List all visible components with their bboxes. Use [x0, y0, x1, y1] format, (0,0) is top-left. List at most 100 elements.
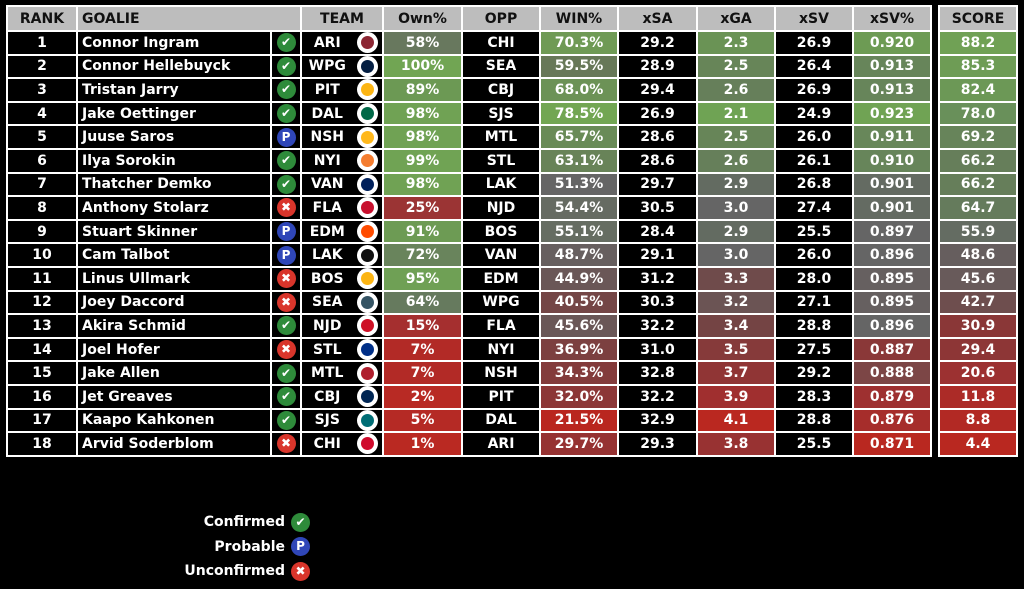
header-own[interactable]: Own% — [382, 5, 463, 32]
confirmed-status-icon: ✔ — [276, 316, 296, 336]
team-logo-cell — [352, 289, 384, 316]
table-row[interactable]: 4 Jake Oettinger ✔ DAL 98% SJS 78.5% 26.9 2.1 24.… — [6, 100, 932, 127]
xga-cell: 2.3 — [696, 30, 776, 56]
win-pct-cell: 44.9% — [539, 265, 619, 292]
opponent-cell: ARI — [461, 431, 541, 457]
xsv-pct-cell: 0.876 — [852, 407, 932, 434]
score-row[interactable]: 69.2 — [938, 124, 1018, 150]
goalie-name: Arvid Soderblom — [76, 431, 272, 457]
header-goalie[interactable]: GOALIE — [76, 5, 302, 32]
xsv-pct-cell: 0.879 — [852, 383, 932, 410]
table-row[interactable]: 2 Connor Hellebuyck ✔ WPG 100% SEA 59.5% 28.9 2.… — [6, 53, 932, 80]
score-row[interactable]: 66.2 — [938, 147, 1018, 174]
rank-cell: 15 — [6, 360, 78, 386]
team-logo-mark — [361, 59, 375, 73]
status-cell: ✔ — [270, 407, 302, 434]
header-xga[interactable]: xGA — [696, 5, 776, 32]
status-cell: ✔ — [270, 77, 302, 103]
xga-cell: 2.6 — [696, 147, 776, 174]
rank-cell: 18 — [6, 431, 78, 457]
xsa-cell: 28.6 — [617, 124, 698, 150]
table-row[interactable]: 16 Jet Greaves ✔ CBJ 2% PIT 32.0% 32.2 3.9 28.3 0.… — [6, 383, 932, 410]
xsv-pct-cell: 0.888 — [852, 360, 932, 386]
opponent-cell: CBJ — [461, 77, 541, 103]
unconfirmed-status-icon: ✖ — [276, 340, 296, 360]
opponent-cell: SEA — [461, 53, 541, 80]
team-logo-icon — [357, 80, 379, 100]
score-row[interactable]: 78.0 — [938, 100, 1018, 127]
table-row[interactable]: 12 Joey Daccord ✖ SEA 64% WPG 40.5% 30.3 3.2 27.1… — [6, 289, 932, 316]
goalie-name: Thatcher Demko — [76, 171, 272, 198]
header-score[interactable]: SCORE — [938, 5, 1018, 32]
confirmed-status-icon: ✔ — [291, 512, 310, 532]
table-row[interactable]: 3 Tristan Jarry ✔ PIT 89% CBJ 68.0% 29.4 2.6 26.9… — [6, 77, 932, 103]
xsa-cell: 28.9 — [617, 53, 698, 80]
header-team[interactable]: TEAM — [300, 5, 384, 32]
score-row[interactable]: 30.9 — [938, 313, 1018, 339]
score-row[interactable]: 88.2 — [938, 30, 1018, 56]
xsa-cell: 28.4 — [617, 218, 698, 245]
header-xsa[interactable]: xSA — [617, 5, 698, 32]
table-row[interactable]: 7 Thatcher Demko ✔ VAN 98% LAK 51.3% 29.7 2.9 26.… — [6, 171, 932, 198]
table-row[interactable]: 6 Ilya Sorokin ✔ NYI 99% STL 63.1% 28.6 2.6 26.1 0… — [6, 147, 932, 174]
win-pct-cell: 40.5% — [539, 289, 619, 316]
table-row[interactable]: 18 Arvid Soderblom ✖ CHI 1% ARI 29.7% 29.3 3.8 25… — [6, 431, 932, 457]
team-logo-mark — [361, 177, 375, 191]
opponent-cell: MTL — [461, 124, 541, 150]
table-row[interactable]: 15 Jake Allen ✔ MTL 7% NSH 34.3% 32.8 3.7 29.2 0.8… — [6, 360, 932, 386]
team-abbr: SEA — [300, 289, 354, 316]
team-logo-icon — [357, 434, 379, 454]
header-xsvp[interactable]: xSV% — [852, 5, 932, 32]
table-row[interactable]: 13 Akira Schmid ✔ NJD 15% FLA 45.6% 32.2 3.4 28.8… — [6, 313, 932, 339]
header-rank[interactable]: RANK — [6, 5, 78, 32]
score-cell: 85.3 — [938, 53, 1018, 80]
score-row[interactable]: 4.4 — [938, 431, 1018, 457]
team-abbr: WPG — [300, 53, 354, 80]
team-abbr: CHI — [300, 431, 354, 457]
score-cell: 42.7 — [938, 289, 1018, 316]
status-cell: ✔ — [270, 30, 302, 56]
xsv-pct-cell: 0.887 — [852, 336, 932, 363]
xsv-cell: 27.4 — [774, 195, 854, 221]
score-cell: 20.6 — [938, 360, 1018, 386]
score-row[interactable]: 11.8 — [938, 383, 1018, 410]
xsa-cell: 31.0 — [617, 336, 698, 363]
table-row[interactable]: 14 Joel Hofer ✖ STL 7% NYI 36.9% 31.0 3.5 27.5 0.8… — [6, 336, 932, 363]
table-row[interactable]: 5 Juuse Saros P NSH 98% MTL 65.7% 28.6 2.5 26.0 0.… — [6, 124, 932, 150]
header-opp[interactable]: OPP — [461, 5, 541, 32]
confirmed-status-icon: ✔ — [276, 174, 296, 194]
xsv-cell: 26.1 — [774, 147, 854, 174]
score-row[interactable]: 29.4 — [938, 336, 1018, 363]
table-row[interactable]: 1 Connor Ingram ✔ ARI 58% CHI 70.3% 29.2 2.3 26.9… — [6, 30, 932, 56]
xsa-cell: 29.4 — [617, 77, 698, 103]
status-cell: ✔ — [270, 313, 302, 339]
team-abbr: EDM — [300, 218, 354, 245]
score-row[interactable]: 66.2 — [938, 171, 1018, 198]
win-pct-cell: 63.1% — [539, 147, 619, 174]
team-logo-icon — [357, 174, 379, 195]
team-abbr: BOS — [300, 265, 354, 292]
win-pct-cell: 68.0% — [539, 77, 619, 103]
header-xsv[interactable]: xSV — [774, 5, 854, 32]
table-row[interactable]: 11 Linus Ullmark ✖ BOS 95% EDM 44.9% 31.2 3.3 28.… — [6, 265, 932, 292]
score-row[interactable]: 64.7 — [938, 195, 1018, 221]
score-row[interactable]: 55.9 — [938, 218, 1018, 245]
team-logo-icon — [357, 32, 379, 53]
table-row[interactable]: 8 Anthony Stolarz ✖ FLA 25% NJD 54.4% 30.5 3.0 27… — [6, 195, 932, 221]
score-row[interactable]: 8.8 — [938, 407, 1018, 434]
score-row[interactable]: 48.6 — [938, 242, 1018, 268]
table-row[interactable]: 17 Kaapo Kahkonen ✔ SJS 5% DAL 21.5% 32.9 4.1 28.… — [6, 407, 932, 434]
score-row[interactable]: 82.4 — [938, 77, 1018, 103]
score-row[interactable]: 85.3 — [938, 53, 1018, 80]
table-row[interactable]: 10 Cam Talbot P LAK 72% VAN 48.7% 29.1 3.0 26.0 0.… — [6, 242, 932, 268]
legend-item: Unconfirmed ✖ — [150, 559, 310, 584]
header-win[interactable]: WIN% — [539, 5, 619, 32]
score-row[interactable]: 42.7 — [938, 289, 1018, 316]
score-row[interactable]: 20.6 — [938, 360, 1018, 386]
score-cell: 29.4 — [938, 336, 1018, 363]
xsv-cell: 25.5 — [774, 431, 854, 457]
goalie-name: Juuse Saros — [76, 124, 272, 150]
table-row[interactable]: 9 Stuart Skinner P EDM 91% BOS 55.1% 28.4 2.9 25.… — [6, 218, 932, 245]
score-row[interactable]: 45.6 — [938, 265, 1018, 292]
xsv-cell: 26.9 — [774, 77, 854, 103]
